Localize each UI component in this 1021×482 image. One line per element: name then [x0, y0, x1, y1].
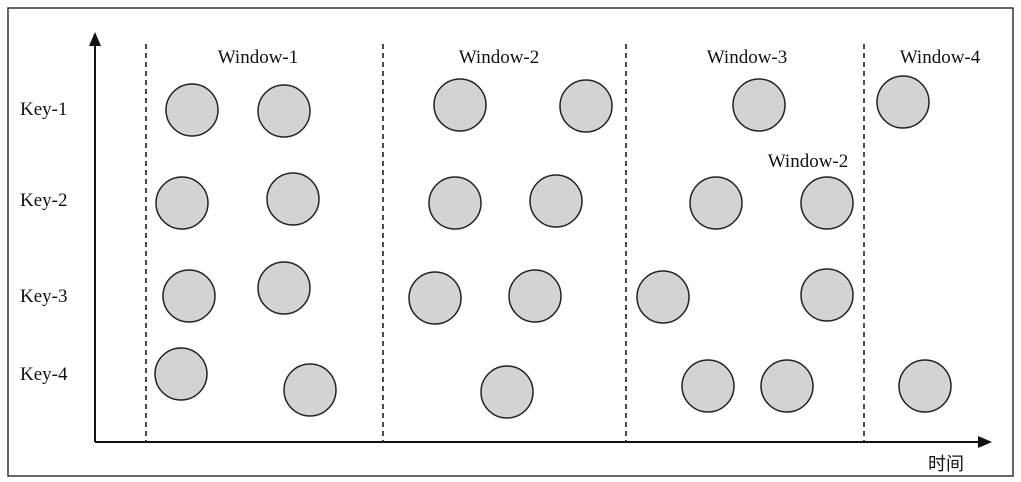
event-circle: [433, 78, 487, 132]
key-label-4: Key-4: [20, 364, 68, 385]
event-circle: [800, 176, 854, 230]
key-label-1: Key-1: [20, 99, 67, 120]
event-circle: [681, 359, 735, 413]
window-label-1: Window-1: [218, 47, 299, 68]
event-circle: [408, 271, 462, 325]
event-circle: [283, 363, 337, 417]
event-circle: [508, 269, 562, 323]
window-label-2: Window-2: [459, 47, 540, 68]
event-circle: [428, 176, 482, 230]
event-circle: [154, 347, 208, 401]
event-circle: [689, 176, 743, 230]
outer-border: [7, 7, 1014, 477]
window-label-4: Window-4: [900, 47, 981, 68]
window-boundaries: [145, 44, 865, 442]
event-circle: [162, 269, 216, 323]
event-circle: [636, 270, 690, 324]
event-circle: [257, 261, 311, 315]
key-label-2: Key-2: [20, 190, 67, 211]
events: [154, 75, 952, 419]
event-circle: [165, 83, 219, 137]
event-circle: [559, 79, 613, 133]
event-circle: [800, 268, 854, 322]
window-label-3: Window-3: [707, 47, 788, 68]
window-label-key2-window-2: Window-2: [768, 151, 849, 172]
event-circle: [257, 84, 311, 138]
event-circle: [529, 174, 583, 228]
event-circle: [732, 78, 786, 132]
event-circle: [898, 359, 952, 413]
x-axis-label: 时间: [928, 454, 964, 475]
event-circle: [876, 75, 930, 129]
event-circle: [760, 359, 814, 413]
event-circle: [155, 176, 209, 230]
key-label-3: Key-3: [20, 286, 67, 307]
event-circle: [266, 172, 320, 226]
event-circle: [480, 365, 534, 419]
